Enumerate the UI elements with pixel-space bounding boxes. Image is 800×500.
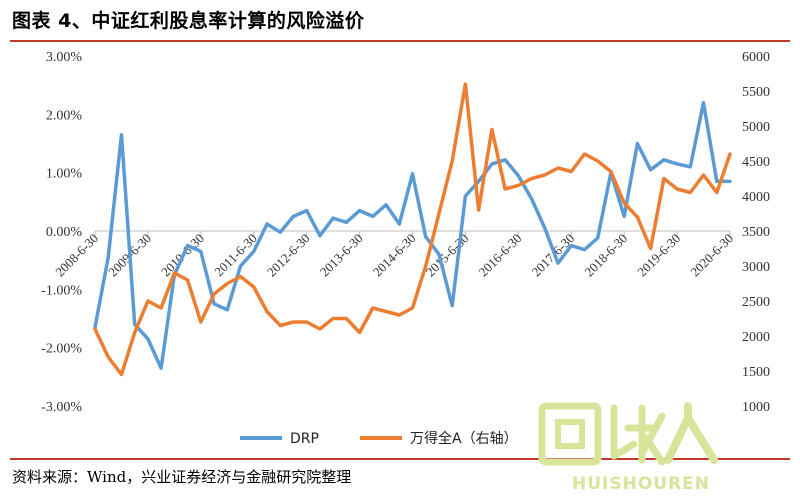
x-tick-label: 2014-6-30	[370, 231, 419, 280]
y-right-tick-label: 2000	[742, 330, 770, 345]
x-tick-label: 2019-6-30	[634, 231, 683, 280]
legend-label: DRP	[290, 431, 319, 447]
y-right-tick-label: 5500	[742, 85, 770, 100]
x-tick-label: 2020-6-30	[687, 231, 736, 280]
y-left-tick-label: -2.00%	[41, 342, 82, 357]
y-right-tick-label: 4500	[742, 155, 770, 170]
y-right-tick-label: 1500	[742, 365, 770, 380]
watermark-text: HUISHOUREN	[572, 474, 711, 494]
y-left-tick-label: 3.00%	[46, 50, 83, 65]
y-left-tick-label: 1.00%	[46, 167, 83, 182]
title-divider	[10, 40, 790, 42]
x-tick-label: 2013-6-30	[317, 231, 366, 280]
y-right-tick-label: 3000	[742, 260, 770, 275]
x-tick-label: 2016-6-30	[476, 231, 525, 280]
y-right-tick-label: 1000	[742, 400, 770, 415]
y-right-tick-label: 6000	[742, 50, 770, 65]
legend-label: 万得全A（右轴）	[410, 430, 518, 447]
y-right-tick-label: 5000	[742, 120, 770, 135]
y-right-tick-label: 4000	[742, 190, 770, 205]
watermark-logo-icon	[538, 402, 718, 466]
series-line-wind-a	[93, 82, 732, 377]
series-line-drp	[93, 100, 732, 370]
axes: -3.00% -2.00% -1.00% 0.00% 1.00% 2.00% 3.00% 10…	[41, 50, 770, 415]
x-tick-label: 2012-6-30	[264, 231, 313, 280]
legend: DRP 万得全A（右轴）	[240, 430, 518, 447]
source-note: 资料来源：Wind，兴业证券经济与金融研究院整理	[12, 468, 352, 486]
y-left-tick-label: -3.00%	[41, 400, 82, 415]
footer-divider	[10, 458, 790, 460]
chart-title: 图表 4、中证红利股息率计算的风险溢价	[12, 10, 365, 32]
series-layer	[93, 82, 732, 377]
x-tick-label: 2017-6-30	[528, 231, 577, 280]
y-left-tick-label: -1.00%	[41, 283, 82, 298]
y-left-tick-label: 2.00%	[46, 108, 83, 123]
x-tick-label: 2018-6-30	[581, 231, 630, 280]
y-right-tick-label: 2500	[742, 295, 770, 310]
y-left-tick-label: 0.00%	[46, 225, 83, 240]
y-right-tick-label: 3500	[742, 225, 770, 240]
